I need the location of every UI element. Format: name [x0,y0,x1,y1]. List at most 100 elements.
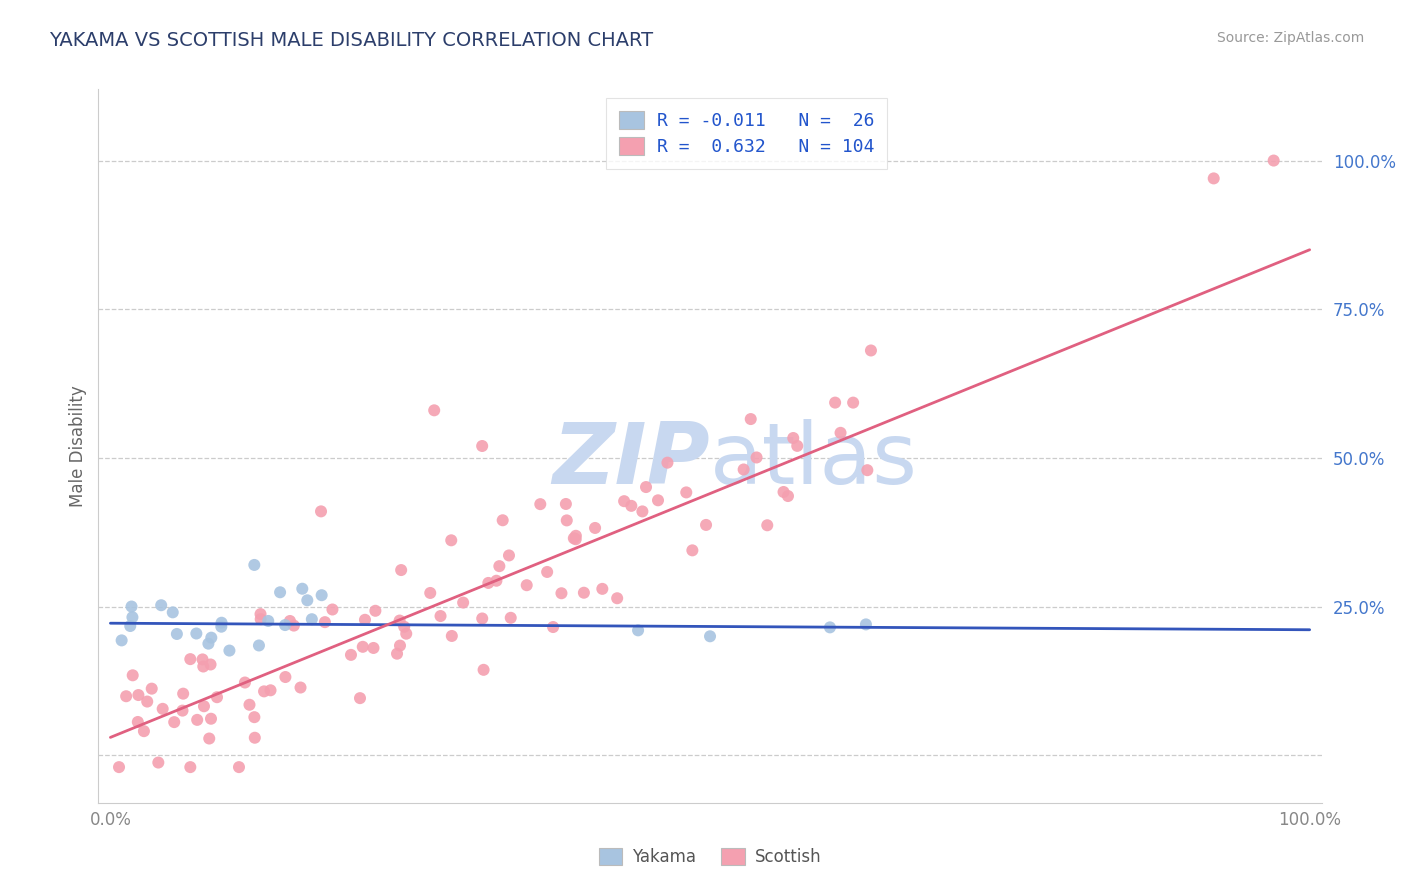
Point [681,543,703,558]
Point [745,450,768,465]
Point [162,605,184,619]
Point [477,576,499,591]
Point [172,704,194,718]
Point [824,395,846,409]
Point [253,684,276,698]
Point [186,626,208,640]
Point [340,648,363,662]
Point [499,611,522,625]
Point [198,731,221,746]
Point [200,631,222,645]
Point [440,533,463,548]
Point [776,489,799,503]
Point [238,698,260,712]
Point [259,683,281,698]
Point [314,615,336,629]
Point [627,624,650,638]
Point [249,612,271,626]
Point [247,639,270,653]
Point [419,586,441,600]
Point [354,613,377,627]
Point [782,431,804,445]
Point [818,620,841,634]
Point [121,610,143,624]
Point [842,395,865,409]
Text: YAKAMA VS SCOTTISH MALE DISABILITY CORRELATION CHART: YAKAMA VS SCOTTISH MALE DISABILITY CORRE… [49,31,654,50]
Point [529,497,551,511]
Point [311,588,333,602]
Point [120,619,142,633]
Point [150,599,173,613]
Point [179,760,201,774]
Point [675,485,697,500]
Point [349,691,371,706]
Point [492,513,515,527]
Point [274,670,297,684]
Point [1202,171,1225,186]
Point [388,639,411,653]
Point [257,614,280,628]
Y-axis label: Male Disability: Male Disability [69,385,87,507]
Point [141,681,163,696]
Point [166,627,188,641]
Point [243,558,266,572]
Point [228,760,250,774]
Point [321,602,343,616]
Point [733,462,755,476]
Point [108,760,131,774]
Point [536,565,558,579]
Point [471,439,494,453]
Point [283,618,305,632]
Point [392,620,415,634]
Legend: Yakama, Scottish: Yakama, Scottish [592,841,828,873]
Point [613,494,636,508]
Point [472,663,495,677]
Point [249,607,271,621]
Text: atlas: atlas [710,418,918,502]
Point [488,559,510,574]
Point [772,485,794,500]
Point [297,593,319,607]
Point [115,690,138,704]
Point [209,620,232,634]
Point [148,756,170,770]
Point [152,702,174,716]
Point [385,647,408,661]
Point [278,614,301,628]
Point [550,586,572,600]
Point [583,521,606,535]
Point [364,604,387,618]
Point [572,585,595,599]
Point [269,585,291,599]
Point [620,499,643,513]
Point [274,618,297,632]
Point [740,412,762,426]
Point [197,637,219,651]
Point [440,629,463,643]
Point [485,574,508,588]
Point [541,620,564,634]
Point [309,504,332,518]
Point [121,668,143,682]
Point [429,609,451,624]
Point [127,688,149,702]
Point [200,657,222,672]
Point [191,652,214,666]
Point [695,517,717,532]
Point [172,687,194,701]
Point [301,612,323,626]
Point [388,614,411,628]
Point [855,617,877,632]
Point [352,640,374,654]
Point [136,694,159,708]
Text: ZIP: ZIP [553,418,710,502]
Point [423,403,446,417]
Point [564,533,586,547]
Point [111,633,134,648]
Point [471,611,494,625]
Point [127,714,149,729]
Point [859,343,882,358]
Point [657,456,679,470]
Point [121,599,143,614]
Point [163,715,186,730]
